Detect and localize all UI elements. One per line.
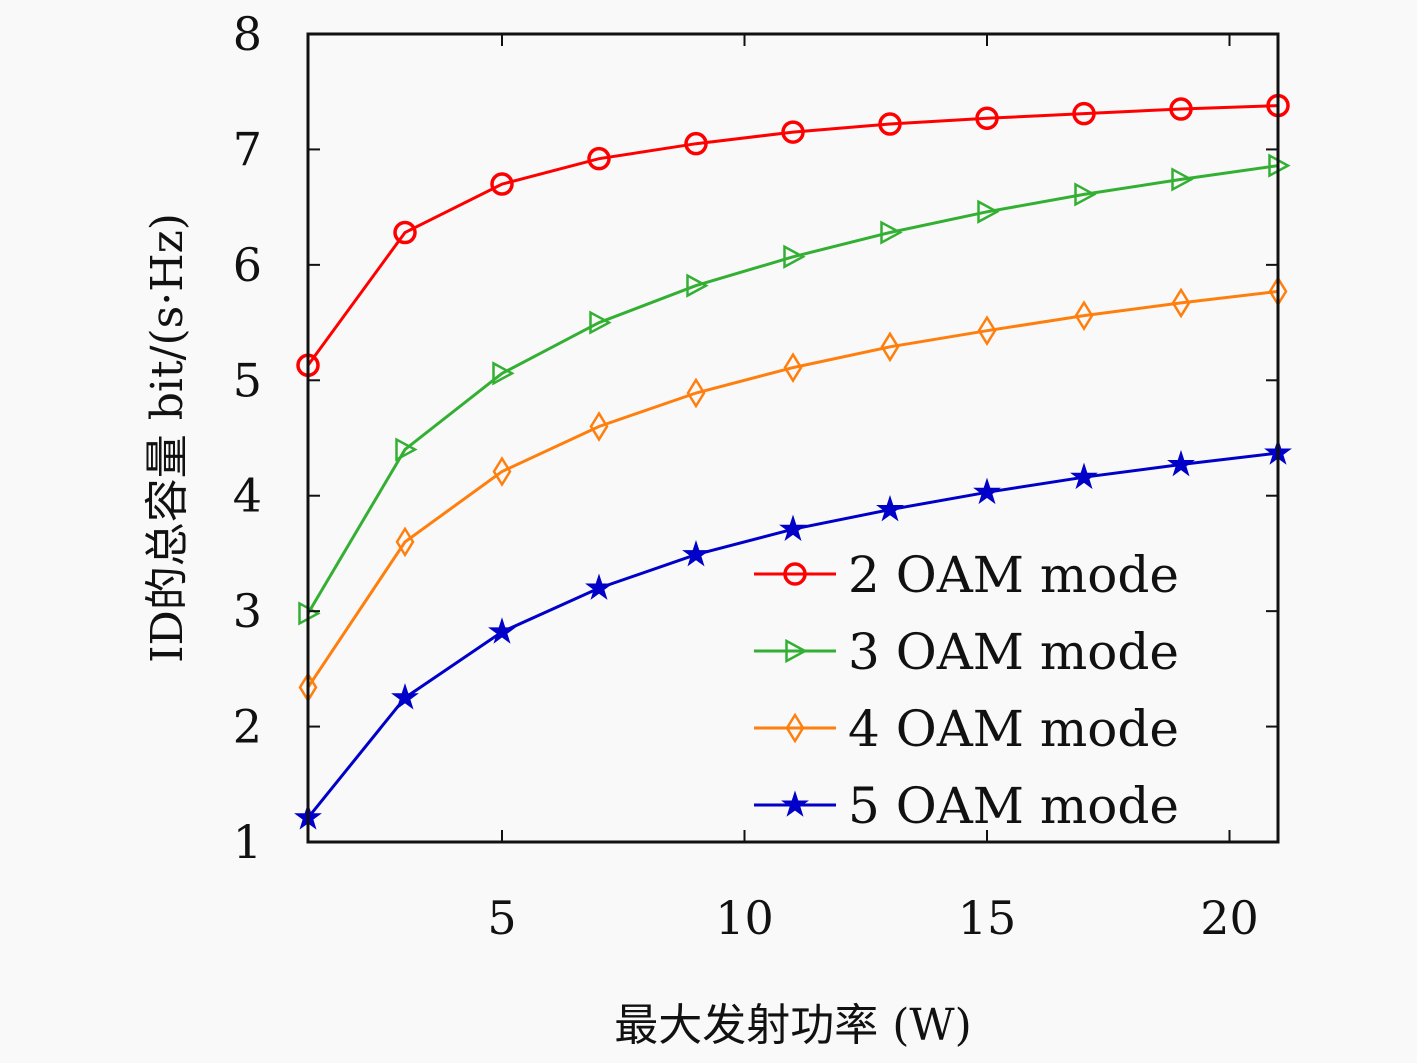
- circle-marker: [783, 562, 807, 586]
- series-line: [306, 104, 1279, 367]
- diamond-marker: [492, 456, 512, 487]
- circle-marker: [975, 106, 999, 131]
- y-tick-label: 1: [233, 815, 262, 869]
- y-tick-label: 7: [233, 122, 262, 176]
- legend: 2 OAM mode 3 OAM mode 4 OAM mode 5 OAM mode: [754, 546, 1179, 835]
- series-line: [306, 289, 1279, 689]
- series-4-oam-mode: [298, 276, 1288, 703]
- tick-layer: 5 10 15 20 1 2 3 4 5 6 7 8: [233, 7, 1278, 945]
- triangle-marker: [1171, 167, 1194, 192]
- circle-marker: [393, 220, 417, 245]
- star-marker: [779, 514, 807, 541]
- star-marker: [876, 494, 904, 522]
- diamond-marker: [395, 526, 415, 558]
- triangle-marker: [686, 273, 709, 298]
- y-tick-label: 5: [233, 353, 262, 407]
- star-marker: [488, 617, 516, 644]
- circle-marker: [1072, 101, 1096, 126]
- legend-label: 2 OAM mode: [848, 546, 1179, 604]
- circle-marker: [490, 172, 514, 196]
- star-marker: [1070, 462, 1098, 490]
- series-layer: [294, 93, 1292, 830]
- x-tick-label: 10: [715, 891, 774, 945]
- star-marker: [781, 790, 809, 817]
- y-tick-label: 6: [233, 238, 262, 292]
- triangle-marker: [395, 437, 418, 462]
- star-marker: [391, 683, 419, 710]
- diamond-marker: [785, 712, 805, 744]
- diamond-marker: [880, 331, 900, 363]
- legend-entry: 3 OAM mode: [754, 623, 1179, 681]
- legend-entry: 2 OAM mode: [754, 546, 1179, 604]
- star-marker: [682, 539, 710, 567]
- legend-entry: 4 OAM mode: [754, 700, 1179, 758]
- legend-label: 4 OAM mode: [848, 700, 1179, 758]
- series-line: [306, 164, 1279, 615]
- triangle-marker: [589, 310, 612, 335]
- triangle-marker: [880, 220, 903, 245]
- star-marker: [973, 477, 1001, 505]
- star-marker: [1167, 449, 1195, 477]
- y-tick-label: 3: [233, 584, 262, 638]
- series-2-oam-mode: [296, 93, 1290, 378]
- diamond-marker: [1171, 287, 1191, 319]
- series-3-oam-mode: [298, 153, 1291, 626]
- diamond-marker: [686, 377, 706, 409]
- circle-marker: [684, 131, 708, 156]
- diamond-marker: [589, 411, 609, 442]
- triangle-marker: [977, 199, 1000, 224]
- y-axis-label: ID的总容量 bit/(s·Hz): [142, 213, 193, 663]
- x-tick-label: 15: [958, 891, 1017, 945]
- triangle-marker: [783, 244, 806, 269]
- diamond-marker: [783, 352, 803, 383]
- legend-label: 3 OAM mode: [848, 623, 1179, 681]
- diamond-marker: [1074, 300, 1094, 332]
- circle-marker: [1169, 97, 1193, 121]
- circle-marker: [781, 120, 805, 144]
- y-tick-label: 8: [233, 7, 262, 61]
- x-tick-label: 5: [487, 891, 516, 945]
- circle-marker: [878, 112, 902, 136]
- triangle-marker: [785, 638, 808, 664]
- x-tick-label: 20: [1200, 891, 1259, 945]
- circle-marker: [587, 146, 611, 171]
- triangle-marker: [1074, 182, 1097, 207]
- plot-frame: [306, 32, 1280, 844]
- star-marker: [585, 573, 613, 600]
- y-tick-label: 4: [233, 469, 262, 523]
- legend-label: 5 OAM mode: [848, 777, 1179, 835]
- triangle-marker: [492, 361, 515, 386]
- legend-entry: 5 OAM mode: [754, 777, 1179, 835]
- x-axis-label: 最大发射功率 (W): [614, 1000, 972, 1051]
- diamond-marker: [977, 315, 997, 347]
- y-tick-label: 2: [233, 700, 262, 754]
